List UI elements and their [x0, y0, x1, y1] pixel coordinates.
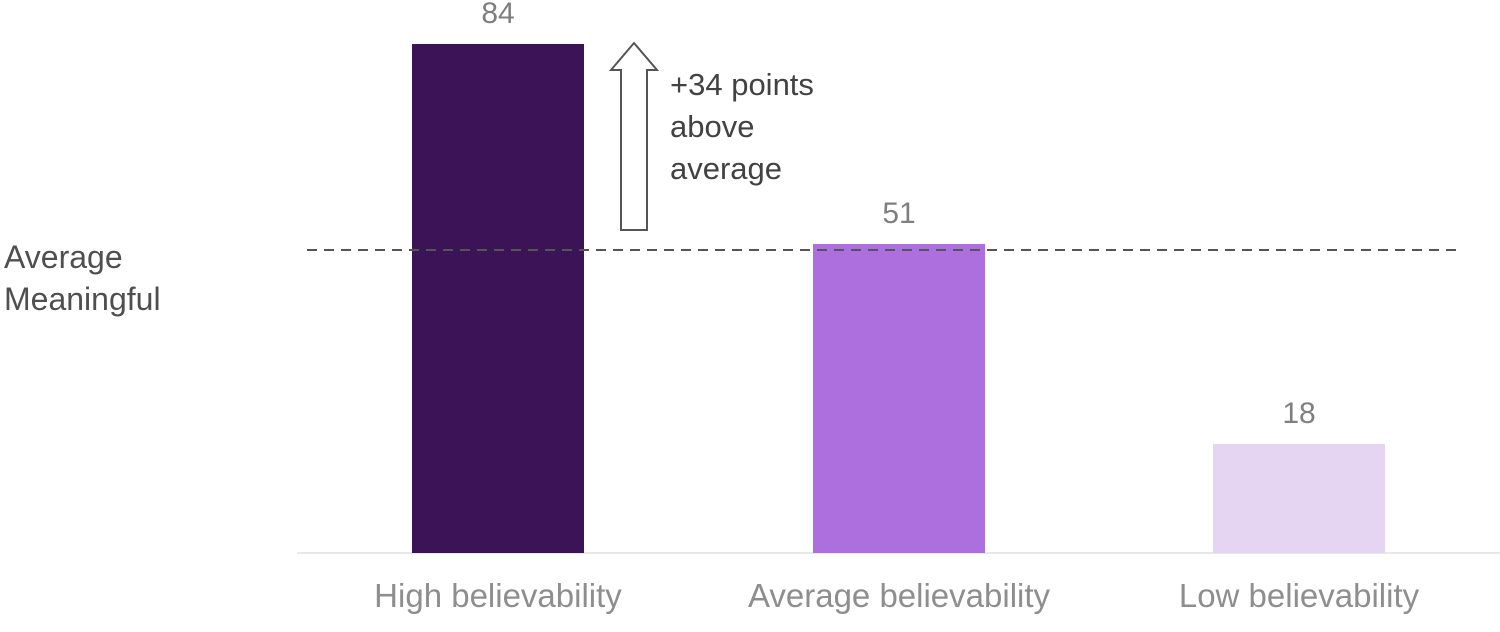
x-axis-line — [297, 552, 1500, 554]
bar-average-believability — [813, 244, 985, 553]
average-dashed-line — [307, 249, 1462, 251]
arrow-annotation-line1: +34 points — [670, 67, 814, 102]
bar-high-believability — [412, 44, 584, 553]
bar-value-label: 18 — [1282, 397, 1316, 430]
x-axis-category-label: Low believability — [1178, 577, 1420, 614]
up-arrow-icon — [608, 41, 660, 231]
x-axis-category-label: Average believability — [747, 577, 1051, 614]
arrow-annotation-line2: above — [670, 109, 755, 144]
average-line-label-line2: Meaningful — [4, 281, 161, 317]
arrow-annotation-line3: average — [670, 151, 783, 186]
average-line-label: Average Meaningful — [4, 236, 161, 320]
x-axis-category-label: High believability — [374, 577, 622, 614]
bar-low-believability — [1213, 444, 1385, 553]
arrow-annotation: +34 points above average — [670, 64, 814, 190]
bar-value-label: 51 — [882, 197, 916, 230]
bar-value-label: 84 — [481, 0, 515, 30]
average-line-label-line1: Average — [4, 239, 123, 275]
